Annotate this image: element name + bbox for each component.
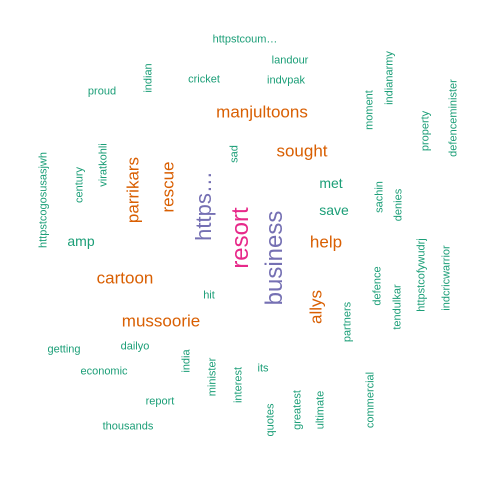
word-indianarmy: indianarmy	[383, 51, 396, 105]
word-denies: denies	[392, 188, 405, 222]
word-greatest: greatest	[291, 390, 304, 430]
word-partners: partners	[341, 301, 354, 343]
word-landour: landour	[271, 54, 309, 67]
word-indvpak: indvpak	[267, 74, 305, 87]
word-cricket: cricket	[188, 73, 220, 86]
word-defence: defence	[371, 266, 384, 306]
word-proud: proud	[87, 85, 117, 98]
word-quotes: quotes	[264, 403, 277, 437]
word-https: https…	[191, 171, 216, 241]
word-help: help	[309, 232, 343, 252]
word-getting: getting	[47, 343, 81, 356]
word-indian: indian	[142, 63, 155, 93]
word-mussoorie: mussoorie	[121, 311, 201, 331]
word-cartoon: cartoon	[96, 268, 154, 288]
word-indcricwarrior: indcricwarrior	[440, 245, 453, 311]
word-viratkohli: viratkohli	[97, 143, 110, 187]
word-minister: minister	[206, 357, 219, 397]
word-its: its	[257, 362, 269, 375]
word-dailyo: dailyo	[120, 340, 150, 353]
word-manjultoons: manjultoons	[216, 102, 308, 122]
word-century: century	[73, 166, 86, 204]
word-httpstcoum: httpstcoum…	[212, 33, 278, 46]
word-resort: resort	[227, 207, 254, 269]
word-commercial: commercial	[364, 371, 377, 429]
word-sought: sought	[276, 141, 328, 161]
word-allys: allys	[306, 289, 326, 325]
word-sachin: sachin	[373, 181, 386, 213]
word-ultimate: ultimate	[314, 390, 327, 430]
word-defenceminister: defenceminister	[447, 79, 460, 157]
word-thousands: thousands	[102, 420, 154, 433]
word-tendulkar: tendulkar	[391, 284, 404, 330]
word-property: property	[419, 110, 432, 152]
word-httpstcogosusasjwh: httpstcogosusasjwh	[37, 152, 50, 248]
word-moment: moment	[363, 90, 376, 130]
word-hit: hit	[203, 289, 215, 302]
word-india: india	[180, 349, 193, 373]
word-save: save	[319, 202, 349, 218]
word-amp: amp	[67, 233, 95, 249]
word-report: report	[145, 395, 175, 408]
word-sad: sad	[228, 145, 241, 163]
word-economic: economic	[80, 365, 128, 378]
word-interest: interest	[232, 366, 245, 404]
word-httpstcofywudrj: httpstcofywudrj	[415, 238, 428, 312]
word-met: met	[319, 175, 343, 191]
word-rescue: rescue	[158, 161, 178, 213]
word-parrikars: parrikars	[123, 156, 143, 224]
word-business: business	[261, 210, 288, 306]
